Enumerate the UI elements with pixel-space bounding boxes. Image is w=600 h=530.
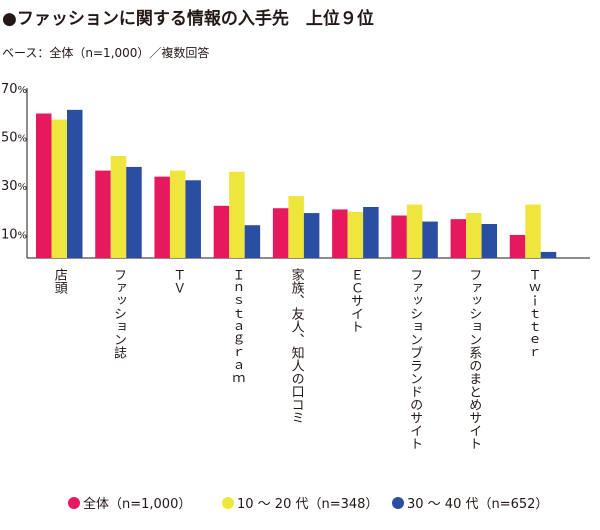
category-label: 家族、友人、知人の口コミ: [289, 267, 305, 424]
category-label: ファッションブランドのサイト: [407, 268, 422, 450]
bar: [272, 208, 289, 258]
chart-title: ●ファッションに関する情報の入手先 上位９位: [2, 9, 374, 29]
y-tick-label: 70%: [1, 82, 27, 97]
bar: [481, 224, 498, 258]
bar: [110, 156, 127, 258]
bar: [391, 215, 407, 258]
legend-label: 10 〜 20 代（n=348）: [237, 497, 379, 512]
bar: [288, 196, 304, 258]
y-tick-label: 10%: [1, 228, 27, 243]
bar: [67, 109, 83, 258]
chart-legend: 全体（n=1,000） 10 〜 20 代（n=348） 30 〜 40 代（n=6…: [0, 493, 600, 517]
bar: [244, 225, 261, 258]
bar: [154, 176, 170, 258]
bar: [185, 180, 201, 258]
bar: [51, 119, 67, 258]
bar: [36, 113, 52, 258]
bar: [126, 166, 142, 258]
bar: [169, 170, 186, 258]
bar: [229, 171, 245, 258]
category-label: ＴＶ: [170, 268, 185, 294]
y-tick-label: 30%: [1, 179, 27, 194]
legend-item: 全体（n=1,000）: [68, 493, 191, 512]
bar: [540, 251, 557, 258]
legend-label: 全体（n=1,000）: [83, 497, 192, 512]
bar: [509, 234, 526, 258]
category-label: ファッション系のまとめサイト: [466, 268, 482, 450]
category-label: ファッション誌: [111, 268, 127, 359]
y-tick-label: 50%: [1, 131, 27, 146]
bar: [525, 204, 541, 258]
bar: [213, 205, 230, 258]
bar: [466, 213, 482, 258]
category-label: Ｉｎｓｔａｇｒａｍ: [229, 268, 244, 385]
bar: [332, 209, 348, 258]
bar: [347, 211, 364, 258]
chart-subtitle: ベース：全体（n=1,000）／複数回答: [2, 46, 210, 60]
bar: [303, 213, 320, 258]
bar: [406, 204, 423, 258]
legend-swatch: [68, 496, 80, 509]
bar: [422, 221, 438, 258]
legend-item: 10 〜 20 代（n=348）: [222, 493, 378, 512]
category-label: Ｔｗｉｔｔｅｒ: [526, 268, 542, 359]
bar: [95, 170, 111, 258]
bar: [363, 207, 379, 258]
legend-label: 30 〜 40 代（n=652）: [407, 497, 549, 512]
category-label: 店頭: [52, 268, 68, 294]
legend-swatch: [392, 496, 404, 509]
bar-chart: 10% 30% 50% 70% 店頭 ファッション誌 ＴＶ Ｉｎｓｔａｇｒａｍ 家族、友人、知人…: [1, 82, 590, 450]
bar: [450, 219, 467, 258]
legend-item: 30 〜 40 代（n=652）: [392, 493, 548, 512]
category-label: ＥＣサイト: [348, 268, 363, 333]
legend-swatch: [222, 496, 234, 509]
